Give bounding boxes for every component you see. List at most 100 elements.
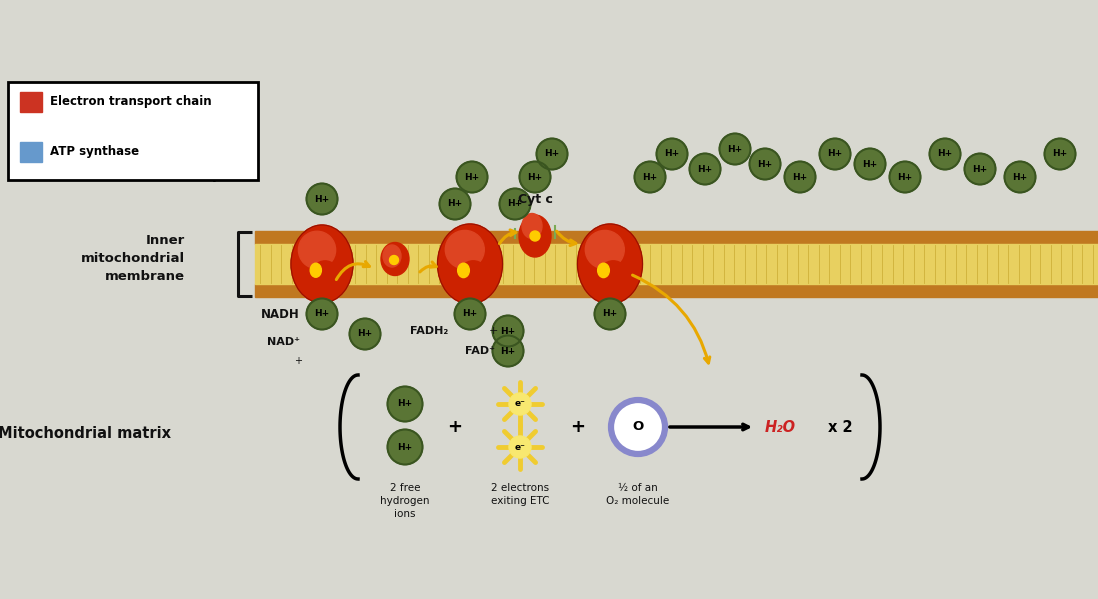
Circle shape [719, 134, 751, 165]
Ellipse shape [530, 231, 540, 241]
FancyBboxPatch shape [20, 142, 42, 162]
Circle shape [388, 386, 423, 422]
Circle shape [388, 429, 423, 464]
Text: H+: H+ [527, 173, 542, 181]
Text: H+: H+ [758, 159, 773, 168]
Text: ATP synthase: ATP synthase [51, 146, 139, 159]
Text: Mitochondrial matrix: Mitochondrial matrix [0, 426, 171, 441]
Circle shape [500, 189, 530, 219]
Text: Inner
mitochondrial
membrane: Inner mitochondrial membrane [81, 234, 184, 283]
Circle shape [349, 319, 381, 349]
Circle shape [493, 316, 524, 346]
Circle shape [1005, 162, 1035, 192]
Circle shape [455, 298, 485, 329]
Text: FAD⁺: FAD⁺ [464, 346, 495, 356]
Text: H+: H+ [603, 310, 617, 319]
Text: 2 free
hydrogen
ions: 2 free hydrogen ions [380, 483, 429, 519]
Ellipse shape [519, 215, 551, 257]
Ellipse shape [585, 231, 625, 269]
Text: H+: H+ [828, 150, 842, 159]
Circle shape [610, 400, 665, 454]
Circle shape [493, 335, 524, 367]
Ellipse shape [437, 224, 503, 304]
Text: H+: H+ [314, 195, 329, 204]
Ellipse shape [458, 263, 469, 277]
Text: x 2: x 2 [828, 419, 853, 434]
FancyBboxPatch shape [20, 92, 42, 112]
Ellipse shape [291, 225, 352, 303]
Text: NADH: NADH [261, 307, 300, 320]
Ellipse shape [383, 245, 401, 267]
Text: H₂O: H₂O [765, 419, 796, 434]
Text: H+: H+ [464, 173, 480, 181]
FancyBboxPatch shape [255, 284, 1098, 297]
Text: H+: H+ [697, 165, 713, 174]
Circle shape [537, 138, 568, 170]
Text: e⁻: e⁻ [515, 443, 526, 452]
Text: +: + [294, 356, 302, 366]
Ellipse shape [598, 261, 628, 291]
Circle shape [750, 149, 781, 180]
Text: H+: H+ [973, 165, 987, 174]
Text: H+: H+ [462, 310, 478, 319]
Ellipse shape [381, 243, 408, 276]
Text: NAD⁺: NAD⁺ [267, 337, 300, 347]
Text: H+: H+ [501, 326, 516, 335]
Circle shape [594, 298, 626, 329]
Circle shape [509, 393, 531, 415]
Circle shape [306, 298, 337, 329]
Ellipse shape [311, 261, 339, 291]
Ellipse shape [390, 256, 399, 265]
Text: H+: H+ [642, 173, 658, 181]
Circle shape [457, 162, 488, 192]
Text: e⁻: e⁻ [515, 400, 526, 409]
Text: H+: H+ [447, 199, 462, 208]
Circle shape [519, 162, 550, 192]
Ellipse shape [459, 261, 488, 291]
Circle shape [784, 162, 816, 192]
Text: H+: H+ [545, 150, 560, 159]
Text: +: + [448, 418, 462, 436]
Circle shape [635, 162, 665, 192]
Circle shape [690, 153, 720, 184]
Ellipse shape [522, 213, 542, 238]
Text: H+: H+ [938, 150, 953, 159]
Text: H+: H+ [357, 329, 372, 338]
Text: H+: H+ [862, 159, 877, 168]
Text: Cyt c: Cyt c [518, 192, 553, 205]
Ellipse shape [299, 231, 336, 269]
Ellipse shape [311, 263, 322, 277]
Circle shape [819, 138, 851, 170]
Text: +: + [489, 326, 497, 336]
Circle shape [964, 153, 996, 184]
Text: H+: H+ [793, 173, 808, 181]
Ellipse shape [446, 231, 484, 269]
Circle shape [439, 189, 471, 219]
Text: H+: H+ [1052, 150, 1067, 159]
Text: H+: H+ [507, 199, 523, 208]
Text: FADH₂: FADH₂ [410, 326, 448, 336]
Text: Intermembrane space: Intermembrane space [69, 167, 251, 181]
Text: H+: H+ [727, 144, 742, 153]
Text: H+: H+ [1012, 173, 1028, 181]
Text: O: O [632, 420, 643, 434]
Text: 2 electrons
exiting ETC: 2 electrons exiting ETC [491, 483, 549, 506]
Circle shape [930, 138, 961, 170]
Circle shape [657, 138, 687, 170]
Text: H+: H+ [501, 346, 516, 355]
FancyBboxPatch shape [8, 82, 258, 180]
Ellipse shape [578, 224, 642, 304]
FancyBboxPatch shape [255, 231, 1098, 244]
Circle shape [306, 183, 337, 214]
Ellipse shape [597, 263, 609, 277]
Text: ½ of an
O₂ molecule: ½ of an O₂ molecule [606, 483, 670, 506]
Circle shape [1044, 138, 1076, 170]
Text: +: + [571, 418, 585, 436]
Text: H+: H+ [397, 400, 413, 409]
Text: H+: H+ [314, 310, 329, 319]
Circle shape [854, 149, 885, 180]
Text: H+: H+ [397, 443, 413, 452]
Circle shape [889, 162, 920, 192]
FancyBboxPatch shape [255, 244, 1098, 284]
Text: Electron transport chain: Electron transport chain [51, 95, 212, 108]
